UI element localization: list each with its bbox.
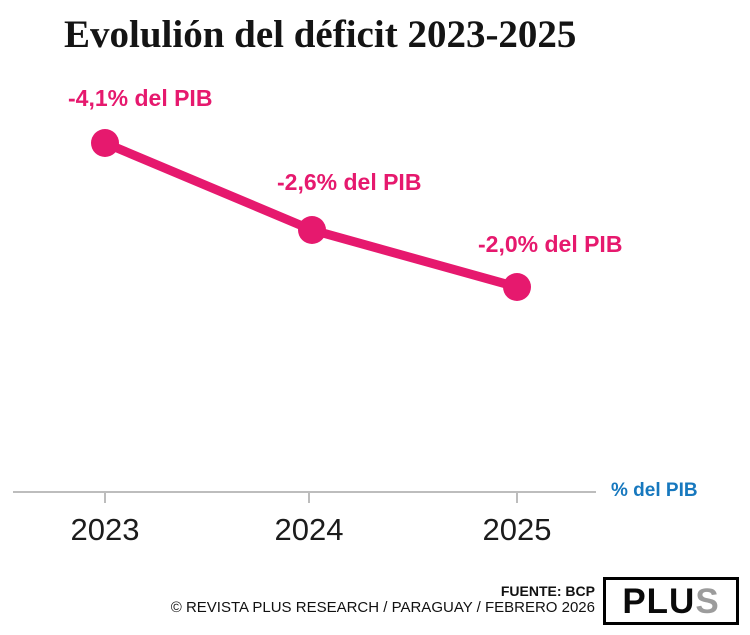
year-label-2025: 2025: [482, 512, 552, 547]
data-point-label-2025: -2,0% del PIB: [478, 231, 623, 257]
axis-tick-2025: [516, 493, 518, 503]
data-point-label-2023: -4,1% del PIB: [68, 85, 213, 111]
axis-tick-2024: [308, 493, 310, 503]
plus-logo: PLU S: [603, 577, 739, 625]
plus-logo-text-main: PLU: [622, 581, 696, 621]
axis-tick-2023: [104, 493, 106, 503]
year-label-2023: 2023: [70, 512, 140, 547]
credit-text: © REVISTA PLUS RESEARCH / PARAGUAY / FEB…: [170, 599, 595, 616]
data-point-label-2024: -2,6% del PIB: [277, 169, 422, 195]
deficit-line-series: [100, 138, 522, 292]
page-title: Evolulión del déficit 2023-2025: [64, 13, 577, 56]
axis-unit-label: % del PIB: [611, 480, 698, 501]
year-label-2024: 2024: [274, 512, 344, 547]
data-point-marker-2023: [91, 129, 119, 157]
plus-logo-text-accent: S: [695, 581, 720, 621]
x-axis-line: [13, 491, 596, 493]
data-point-marker-2025: [503, 273, 531, 301]
data-point-marker-2024: [298, 216, 326, 244]
source-text: FUENTE: BCP: [500, 583, 595, 599]
